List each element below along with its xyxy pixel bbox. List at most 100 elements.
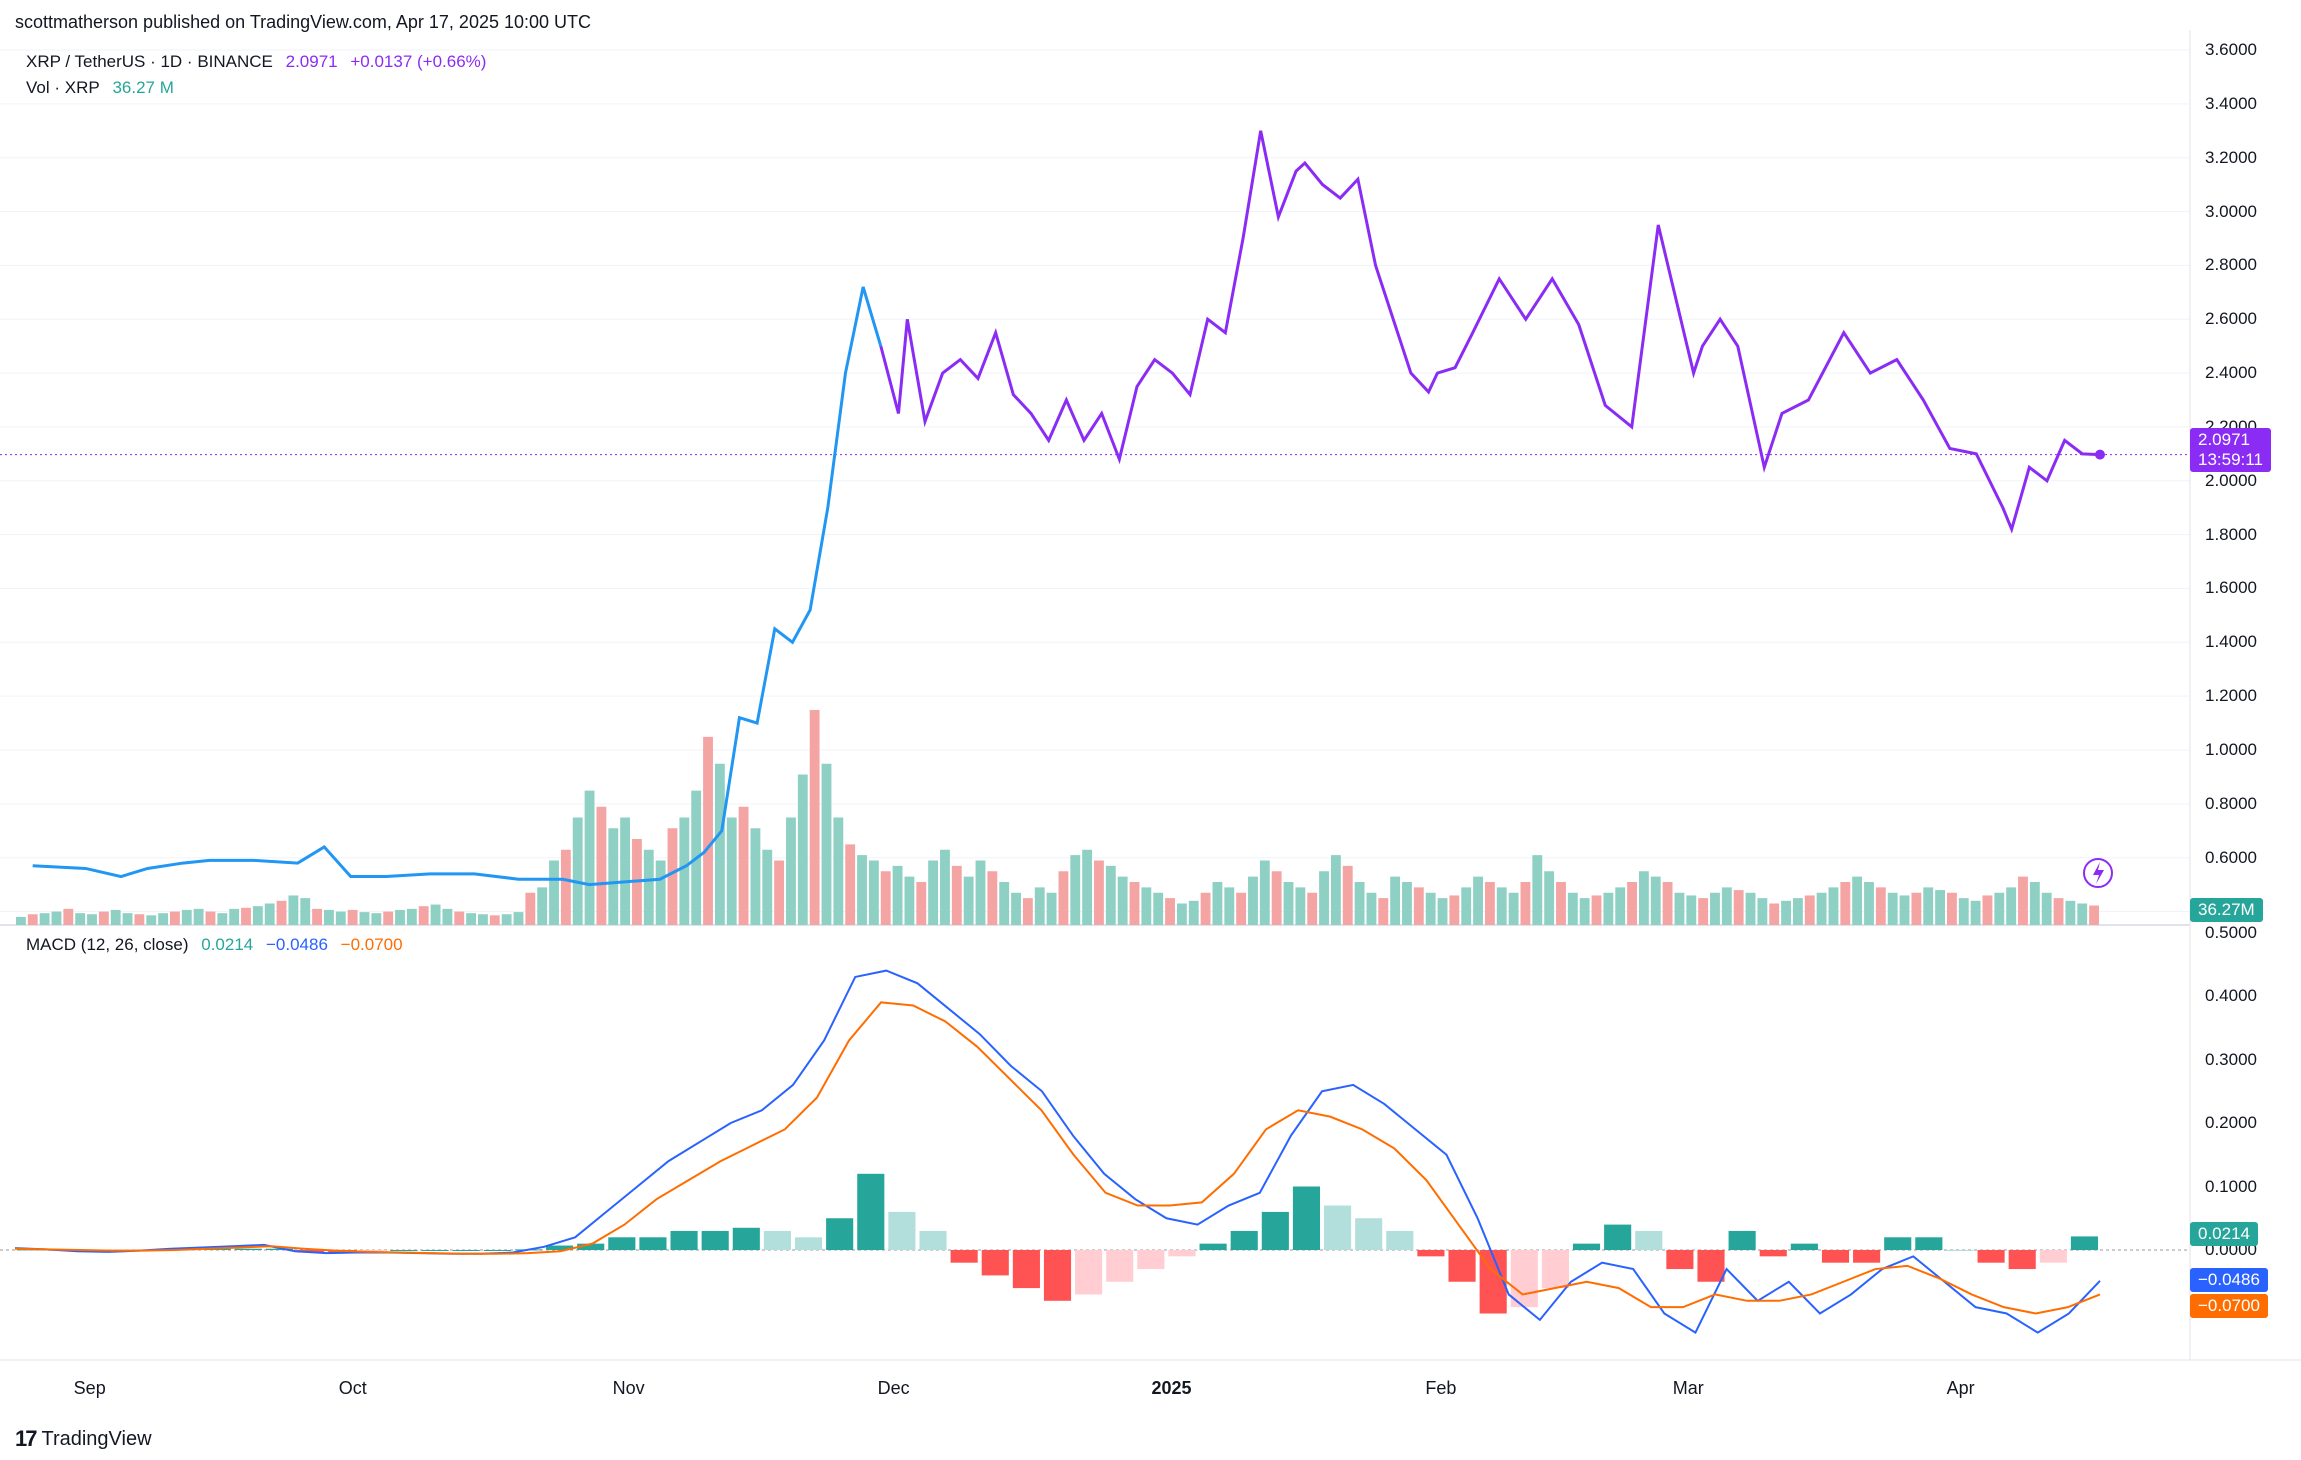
volume-bar	[1165, 898, 1175, 925]
volume-bar	[1686, 895, 1697, 925]
signal-tag: −0.0700	[2190, 1294, 2268, 1318]
histogram-bar	[359, 1250, 387, 1251]
volume-legend[interactable]: Vol · XRP 36.27 M	[26, 78, 182, 98]
volume-bar	[951, 865, 962, 925]
histogram-bar	[888, 1211, 916, 1250]
lightning-bolt	[2093, 862, 2104, 884]
volume-bar	[1615, 887, 1626, 925]
volume-bar	[975, 860, 986, 925]
volume-bar	[1390, 876, 1401, 925]
histogram-bar	[1292, 1186, 1321, 1250]
volume-bar	[738, 806, 749, 925]
price-axis-tick: 2.4000	[2205, 363, 2257, 383]
symbol-name[interactable]: XRP / TetherUS · 1D · BINANCE	[26, 52, 273, 71]
histogram-bar	[732, 1227, 760, 1250]
volume-bar	[750, 828, 761, 925]
volume-bar	[928, 860, 939, 925]
histogram-bar	[1199, 1243, 1227, 1250]
volume-bar	[1935, 890, 1945, 925]
price-axis-tick: 0.8000	[2205, 793, 2257, 813]
macd-histogram	[17, 1173, 2098, 1314]
histogram-bar	[577, 1243, 605, 1250]
published-by: scottmatherson published on TradingView.…	[15, 12, 592, 32]
volume-bar	[430, 904, 441, 925]
histogram-bar	[1137, 1250, 1165, 1270]
volume-bar	[679, 817, 690, 925]
volume-bar	[264, 903, 275, 925]
volume-bar	[1544, 871, 1555, 925]
volume-bar	[833, 817, 844, 925]
volume-bar	[478, 914, 488, 925]
tradingview-brand: TradingView	[41, 1427, 152, 1450]
volume-bar	[466, 913, 477, 925]
volume-bar	[1342, 865, 1353, 925]
volume-bar	[572, 817, 583, 925]
symbol-legend[interactable]: XRP / TetherUS · 1D · BINANCE 2.0971 +0.…	[26, 52, 494, 72]
volume-bar	[1484, 882, 1495, 925]
histogram-bar	[608, 1237, 636, 1250]
volume-bar	[371, 913, 382, 925]
volume-bar	[1058, 871, 1069, 925]
histogram-bar	[390, 1250, 418, 1251]
volume-bar	[2065, 900, 2076, 925]
time-axis-tick: Sep	[73, 1378, 106, 1398]
macd-label: MACD (12, 26, close)	[26, 935, 189, 954]
histogram-bar	[950, 1250, 978, 1263]
histogram-bar	[265, 1248, 294, 1250]
time-axis-tick: Nov	[612, 1378, 645, 1398]
histogram-bar	[670, 1230, 698, 1250]
volume-bar	[1804, 895, 1815, 925]
histogram-bar	[483, 1250, 511, 1251]
volume-bar	[312, 908, 323, 925]
histogram-bar	[794, 1237, 823, 1250]
histogram-bar	[639, 1237, 667, 1250]
volume-bar	[1828, 887, 1839, 925]
volume-bar	[1437, 898, 1448, 925]
volume-bar	[584, 790, 595, 925]
volume-bar	[1520, 882, 1531, 925]
histogram-bar	[1853, 1250, 1881, 1263]
volume-bar	[880, 871, 891, 925]
volume-bar	[217, 913, 228, 925]
time-axis-tick: 2025	[1151, 1378, 1192, 1398]
tradingview-footer[interactable]: 17 TradingView	[15, 1426, 152, 1452]
volume-bar	[2029, 882, 2040, 925]
volume-bar	[1413, 887, 1424, 925]
volume-bar	[1354, 882, 1365, 925]
volume-bar	[1378, 898, 1389, 925]
macd-legend[interactable]: MACD (12, 26, close) 0.0214 −0.0486 −0.0…	[26, 935, 411, 955]
volume-bar	[1188, 900, 1199, 925]
volume-bar	[560, 849, 571, 925]
price-axis-tick: 2.8000	[2205, 255, 2257, 275]
histogram-bar	[546, 1245, 574, 1250]
volume-bar	[1603, 892, 1614, 925]
histogram-bar	[1448, 1250, 1476, 1282]
time-axis-tick: Apr	[1946, 1378, 1975, 1398]
volume-bar	[1402, 882, 1412, 925]
time-axis-tick: Feb	[1425, 1378, 1457, 1398]
price-line-late	[879, 130, 2101, 534]
volume-bar	[596, 806, 607, 925]
price-axis-tick: 2.6000	[2205, 309, 2257, 329]
histogram-bar	[1417, 1250, 1445, 1257]
volume-bar	[63, 908, 74, 925]
histogram-bar	[452, 1250, 480, 1251]
histogram-bar	[1012, 1250, 1040, 1289]
volume-bar	[608, 828, 619, 925]
histogram-bar	[1572, 1243, 1601, 1250]
price-axis-tick: 0.6000	[2205, 847, 2257, 867]
histogram-bar	[1541, 1250, 1569, 1289]
histogram-bar	[1697, 1250, 1725, 1282]
volume-bar	[2041, 892, 2052, 925]
macd-axis-tick: 0.3000	[2205, 1049, 2257, 1069]
volume-bar	[1022, 898, 1033, 925]
volume-bar	[620, 817, 631, 925]
volume-bar	[1579, 898, 1590, 925]
volume-bar	[857, 855, 867, 925]
volume-bar	[1011, 892, 1021, 925]
volume-bar	[1105, 865, 1116, 925]
macd-axis-tick: 0.5000	[2205, 922, 2257, 942]
macd-signal-value: −0.0700	[340, 935, 403, 954]
lightning-icon[interactable]	[2083, 858, 2113, 888]
